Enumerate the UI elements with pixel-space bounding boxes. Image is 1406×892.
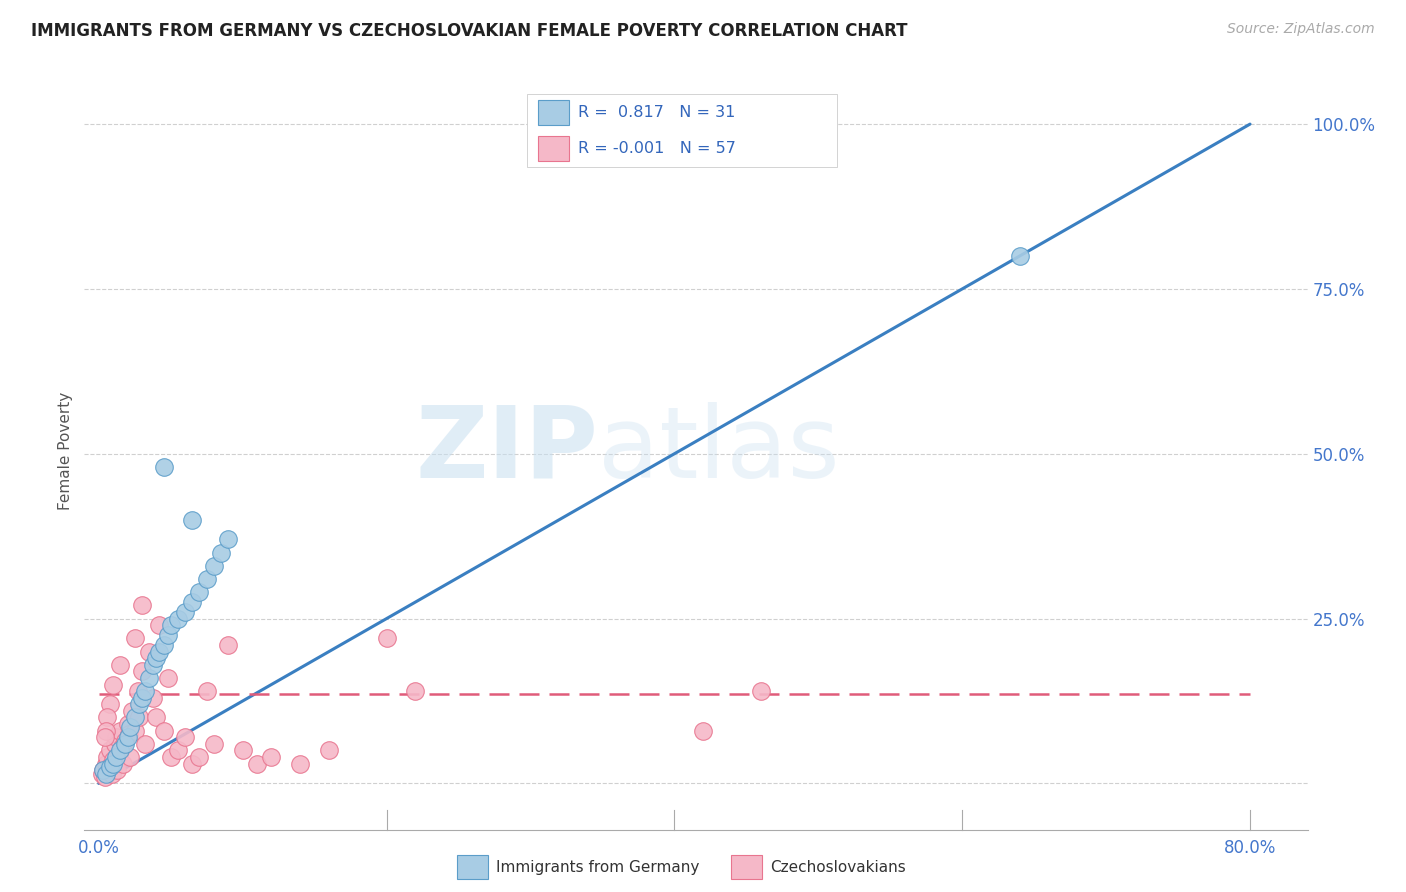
Point [195, 684, 218, 698]
Point [174, 731, 197, 745]
Point [174, 605, 197, 619]
Text: IMMIGRANTS FROM GERMANY VS CZECHOSLOVAKIAN FEMALE POVERTY CORRELATION CHART: IMMIGRANTS FROM GERMANY VS CZECHOSLOVAKI… [31, 22, 907, 40]
Point [692, 723, 714, 738]
Point [134, 737, 156, 751]
Point [103, 737, 125, 751]
Point [94, 766, 117, 780]
Point [142, 657, 165, 672]
Text: atlas: atlas [598, 402, 839, 499]
Point [91, 763, 114, 777]
Point [105, 750, 128, 764]
Point [290, 756, 312, 771]
Text: Immigrants from Germany: Immigrants from Germany [496, 860, 700, 874]
Point [98, 743, 121, 757]
Point [101, 677, 124, 691]
Text: ZIP: ZIP [415, 402, 598, 499]
Point [110, 657, 132, 672]
Point [105, 731, 128, 745]
Point [246, 756, 269, 771]
Point [217, 638, 239, 652]
Point [110, 723, 132, 738]
Text: 0.0%: 0.0% [77, 838, 120, 856]
Point [96, 710, 118, 724]
Text: R =  0.817   N = 31: R = 0.817 N = 31 [578, 104, 735, 120]
Text: 80.0%: 80.0% [1223, 838, 1277, 856]
Point [94, 756, 117, 771]
Point [112, 756, 135, 771]
Point [124, 632, 146, 646]
Point [101, 753, 124, 767]
Point [181, 595, 204, 609]
Point [145, 710, 167, 724]
Text: R = -0.001   N = 57: R = -0.001 N = 57 [578, 142, 735, 156]
Point [117, 717, 139, 731]
Point [117, 731, 139, 745]
Point [202, 737, 225, 751]
Point [232, 743, 254, 757]
Point [749, 684, 772, 698]
Point [152, 723, 174, 738]
Point [152, 459, 174, 474]
Point [114, 733, 136, 747]
Point [188, 750, 211, 764]
Point [156, 671, 179, 685]
Point [167, 743, 190, 757]
Point [152, 638, 174, 652]
Point [217, 533, 239, 547]
Point [404, 684, 426, 698]
Point [128, 698, 150, 712]
Point [138, 671, 160, 685]
Point [148, 618, 170, 632]
Point [118, 727, 141, 741]
Point [97, 760, 120, 774]
Point [124, 710, 146, 724]
Point [138, 644, 160, 658]
Point [93, 770, 115, 784]
Point [131, 665, 153, 679]
Point [318, 743, 340, 757]
Point [159, 618, 181, 632]
Point [90, 766, 112, 780]
Point [96, 750, 118, 764]
Y-axis label: Female Poverty: Female Poverty [58, 392, 73, 509]
Point [94, 723, 117, 738]
Point [127, 684, 149, 698]
Point [111, 740, 134, 755]
Point [181, 513, 204, 527]
Point [145, 651, 167, 665]
Point [101, 756, 124, 771]
Point [375, 632, 398, 646]
Point [188, 585, 211, 599]
Point [108, 747, 131, 761]
Point [98, 760, 121, 774]
Point [120, 750, 142, 764]
Point [100, 766, 122, 780]
Point [134, 684, 156, 698]
Point [167, 611, 190, 625]
Point [110, 743, 132, 757]
Point [91, 763, 114, 777]
Point [209, 546, 232, 560]
Point [156, 628, 179, 642]
Text: Czechoslovakians: Czechoslovakians [770, 860, 907, 874]
Point [1008, 249, 1031, 263]
Point [260, 750, 283, 764]
Point [107, 763, 129, 777]
Point [120, 720, 142, 734]
Point [148, 644, 170, 658]
Text: Source: ZipAtlas.com: Source: ZipAtlas.com [1227, 22, 1375, 37]
Point [114, 737, 136, 751]
Point [202, 558, 225, 573]
Point [98, 698, 121, 712]
Point [124, 723, 146, 738]
Point [159, 750, 181, 764]
Point [121, 704, 143, 718]
Point [195, 572, 218, 586]
Point [128, 710, 150, 724]
Point [93, 731, 115, 745]
Point [131, 599, 153, 613]
Point [181, 756, 204, 771]
Point [131, 690, 153, 705]
Point [142, 690, 165, 705]
